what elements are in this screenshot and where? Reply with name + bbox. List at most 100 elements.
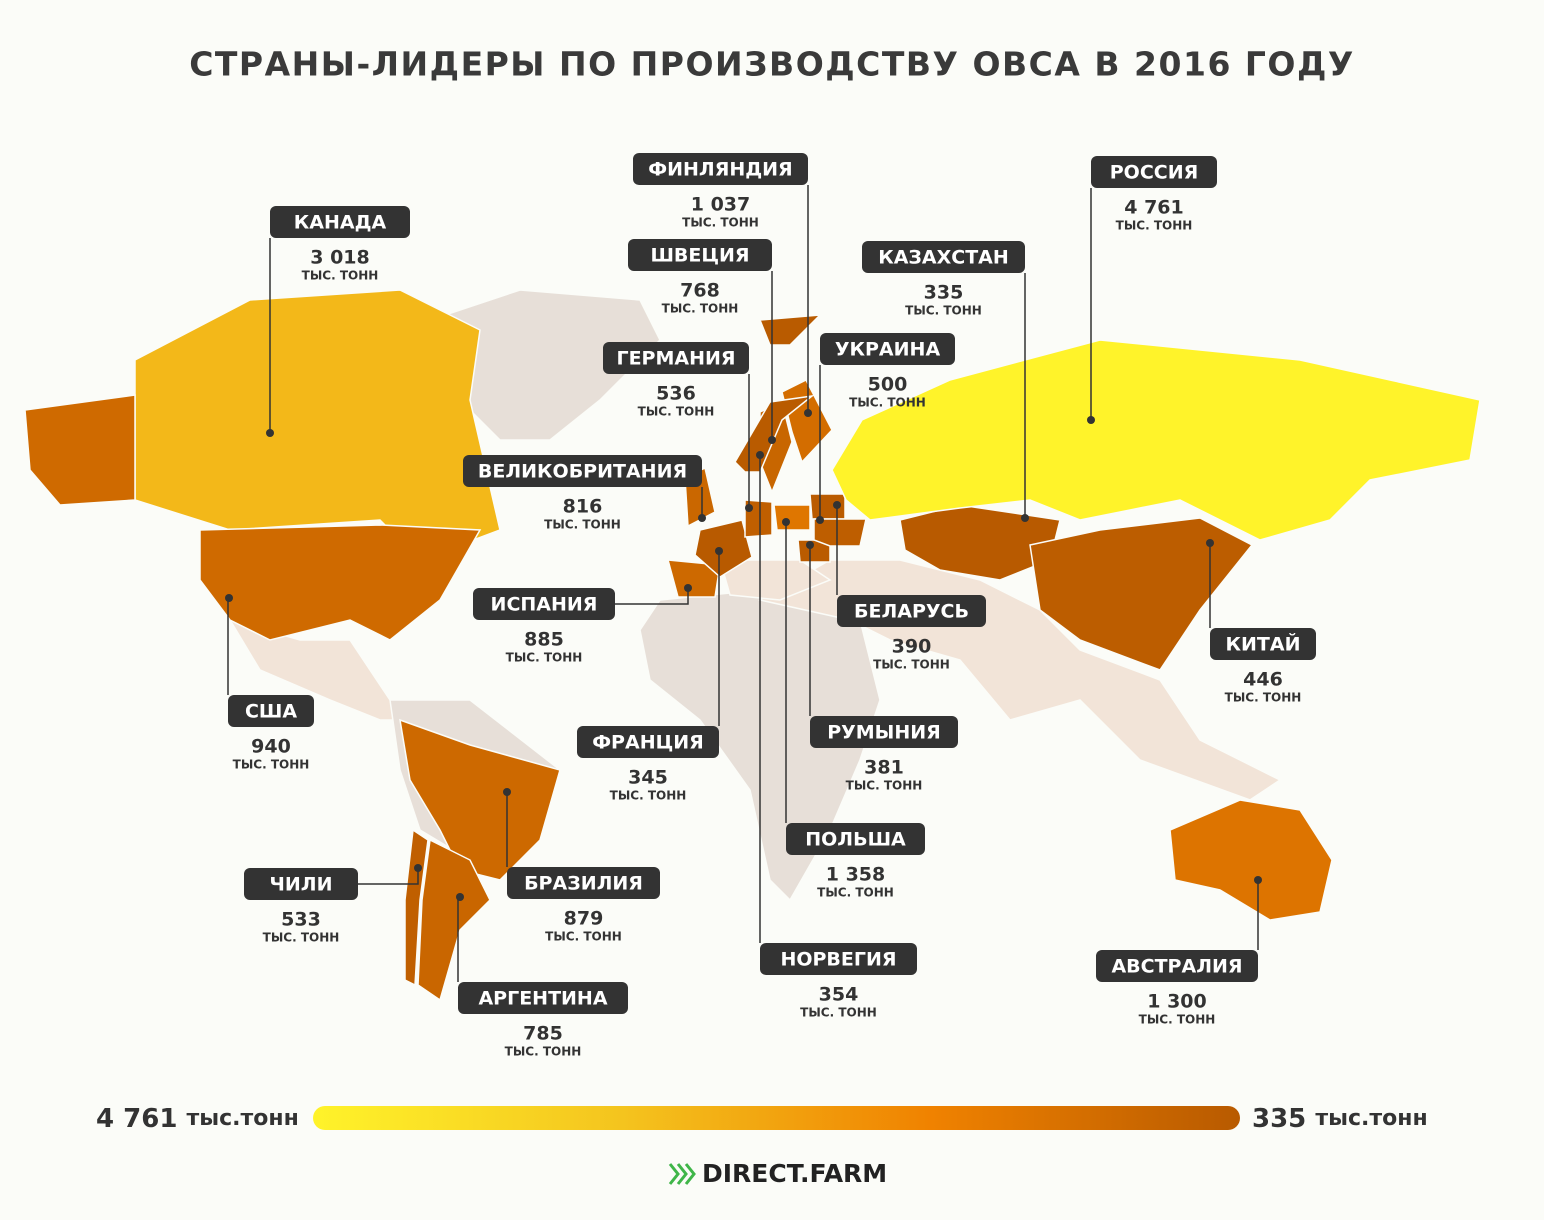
label-box (786, 823, 925, 855)
legend-max: 4 761 тыс.тонн (96, 1104, 299, 1134)
label-box (577, 726, 719, 758)
country-value: 335 (924, 282, 964, 304)
brand-logo: DIRECT.FARM (668, 1159, 887, 1188)
pin (804, 409, 812, 417)
country-name: ВЕЛИКОБРИТАНИЯ (478, 461, 687, 483)
country-value: 500 (868, 374, 908, 396)
pin (782, 518, 790, 526)
country-name: БРАЗИЛИЯ (524, 873, 643, 895)
country-shape (813, 518, 867, 547)
country-value: 816 (563, 496, 603, 518)
title: СТРАНЫ-ЛИДЕРЫ ПО ПРОИЗВОДСТВУ ОВСА В 201… (189, 45, 1355, 84)
country-value: 381 (864, 757, 904, 779)
country-name: КАНАДА (294, 212, 387, 234)
connector (358, 868, 419, 885)
country-value: 446 (1243, 669, 1283, 691)
country-value: 785 (523, 1023, 563, 1045)
unit: ТЫС. ТОНН (638, 405, 715, 419)
country-name: УКРАИНА (835, 339, 941, 361)
label-box (820, 333, 955, 365)
unit: ТЫС. ТОНН (233, 758, 310, 772)
country-value: 885 (524, 629, 564, 651)
country-value: 536 (656, 383, 696, 405)
label-box (633, 153, 808, 185)
country-value: 533 (281, 909, 321, 931)
unit: ТЫС. ТОНН (263, 931, 340, 945)
country-value: 345 (628, 767, 668, 789)
pin (456, 893, 464, 901)
label-box (458, 982, 628, 1014)
pin (715, 547, 723, 555)
country-value: 768 (680, 280, 720, 302)
country-shape (758, 314, 822, 346)
country-name: НОРВЕГИЯ (780, 949, 896, 971)
label-box (1096, 950, 1258, 982)
unit: ТЫС. ТОНН (873, 658, 950, 672)
label-box (270, 206, 410, 238)
country-name: КИТАЙ (1226, 633, 1301, 656)
country-name: ФИНЛЯНДИЯ (648, 159, 792, 181)
legend-unit: тыс.тонн (1315, 1106, 1427, 1131)
unit: ТЫС. ТОНН (682, 216, 759, 230)
legend-min: 335 тыс.тонн (1252, 1104, 1428, 1134)
pin (225, 594, 233, 602)
pin (833, 501, 841, 509)
country-name: США (245, 701, 297, 723)
unit: ТЫС. ТОНН (817, 886, 894, 900)
pin (1021, 514, 1029, 522)
legend-max-value: 4 761 (96, 1104, 177, 1134)
country-name: ГЕРМАНИЯ (616, 348, 735, 370)
country-name: АВСТРАЛИЯ (1111, 956, 1242, 978)
country-name: ИСПАНИЯ (491, 594, 598, 616)
label-box (760, 943, 917, 975)
country-shape (24, 394, 136, 506)
country-name: ШВЕЦИЯ (650, 245, 749, 267)
pin (806, 541, 814, 549)
country-value: 1 358 (826, 864, 886, 886)
label-box (1210, 628, 1316, 660)
pin (698, 514, 706, 522)
unit: ТЫС. ТОНН (505, 1045, 582, 1059)
unit: ТЫС. ТОНН (610, 789, 687, 803)
unit: ТЫС. ТОНН (662, 302, 739, 316)
pin (266, 429, 274, 437)
country-name: ФРАНЦИЯ (592, 732, 704, 754)
label-box (810, 716, 958, 748)
country-shape (1029, 517, 1254, 671)
country-shape (404, 828, 429, 987)
pin (1206, 539, 1214, 547)
label-box (603, 342, 749, 374)
pin (756, 451, 764, 459)
unit: ТЫС. ТОНН (1225, 691, 1302, 705)
country-name: БЕЛАРУСЬ (854, 601, 969, 623)
brand: DIRECT.FARM (702, 1159, 887, 1188)
unit: ТЫС. ТОНН (302, 269, 379, 283)
country-value: 1 037 (691, 194, 751, 216)
country-shape (417, 838, 491, 1002)
label-box (507, 867, 660, 899)
country-name: ЧИЛИ (270, 874, 333, 896)
pin (414, 864, 422, 872)
label-box (1091, 156, 1217, 188)
label-box (837, 595, 986, 627)
country-name: РОССИЯ (1110, 162, 1199, 184)
unit: ТЫС. ТОНН (849, 396, 926, 410)
label-box (862, 241, 1025, 273)
pin (768, 436, 776, 444)
country-shape (831, 339, 1481, 541)
country-value: 3 018 (310, 247, 370, 269)
country-name: КАЗАХСТАН (878, 247, 1009, 269)
country-name: ПОЛЬША (805, 829, 906, 851)
country-value: 390 (892, 636, 932, 658)
country-value: 879 (564, 908, 604, 930)
label-box (628, 239, 772, 271)
country-shape (773, 504, 811, 531)
pin (816, 516, 824, 524)
country-value: 940 (251, 736, 291, 758)
label-box (228, 695, 314, 727)
country-shape (399, 718, 561, 881)
pin (1087, 416, 1095, 424)
country-shape (134, 289, 501, 561)
